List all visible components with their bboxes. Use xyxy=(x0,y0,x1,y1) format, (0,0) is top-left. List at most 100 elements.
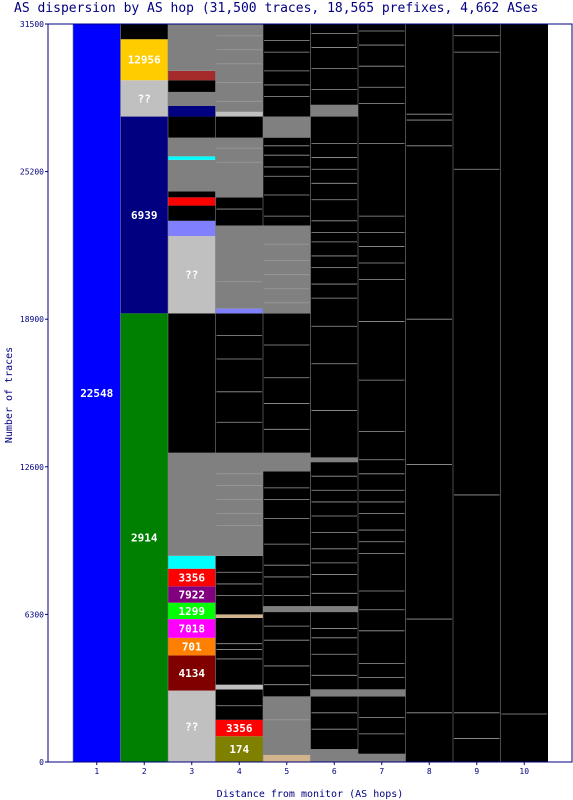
bar-segment-hop6-7 xyxy=(310,116,358,458)
bar-segment-hop5-0 xyxy=(263,754,311,762)
bar-segment-hop3-8 xyxy=(168,452,216,556)
bar-segment-hop5-1 xyxy=(263,696,311,755)
y-tick-label: 31500 xyxy=(20,20,44,29)
bar-segment-hop7-2 xyxy=(358,689,406,697)
plot-frame xyxy=(47,23,573,763)
bar-segment-hop3-1 xyxy=(168,655,216,691)
segment-label-hop4-1: 3356 xyxy=(226,722,253,735)
segment-label-hop3-4: 1299 xyxy=(179,605,206,618)
bar-segment-hop3-0 xyxy=(168,690,216,762)
bar-segment-hop2-4 xyxy=(120,24,168,40)
bar-segment-hop6-9 xyxy=(310,24,358,105)
bar-segment-hop3-10 xyxy=(168,236,216,314)
bar-segment-hop4-14 xyxy=(215,111,263,117)
bar-segment-hop5-2 xyxy=(263,612,311,697)
bar-segment-hop3-14 xyxy=(168,191,216,198)
bar-segment-hop5-3 xyxy=(263,606,311,613)
x-tick-label: 9 xyxy=(474,767,479,776)
segment-label-hop3-5: 7922 xyxy=(179,588,206,601)
x-tick-label: 5 xyxy=(284,767,289,776)
y-tick-label: 25200 xyxy=(20,168,44,177)
chart-title: AS dispersion by AS hop (31,500 traces, … xyxy=(14,1,538,16)
bar-segment-hop10-0 xyxy=(500,24,548,762)
bar-segment-hop3-20 xyxy=(168,91,216,106)
x-tick-label: 10 xyxy=(519,767,529,776)
segment-label-hop3-6: 3356 xyxy=(179,572,206,585)
bar-segment-hop3-17 xyxy=(168,137,216,157)
bar-segment-hop2-1 xyxy=(120,116,168,314)
bar-segment-hop4-10 xyxy=(215,225,263,309)
segment-label-hop1-0: 22548 xyxy=(80,387,113,400)
bar-segment-hop3-3 xyxy=(168,619,216,638)
x-axis-label: Distance from monitor (AS hops) xyxy=(217,789,404,800)
bar-segment-hop3-16 xyxy=(168,156,216,160)
bar-segment-hop6-5 xyxy=(310,462,358,607)
plot-area: 22548 2914 6939?? 12956?? 4134 701 7018 1299 792… xyxy=(72,24,548,762)
x-tick-label: 1 xyxy=(94,767,99,776)
bar-segment-hop5-8 xyxy=(263,137,311,226)
y-axis-label: Number of traces xyxy=(4,347,15,443)
bar-segment-hop4-12 xyxy=(215,137,263,198)
bar-segment-hop3-23 xyxy=(168,24,216,71)
bar-segment-hop6-3 xyxy=(310,612,358,690)
segment-label-hop2-1: 6939 xyxy=(131,209,158,222)
x-tick-label: 4 xyxy=(237,767,242,776)
bar-segment-hop4-11 xyxy=(215,197,263,226)
bar-segment-hop4-5 xyxy=(215,614,263,618)
bar-segment-hop4-15 xyxy=(215,24,263,112)
bar-segment-hop3-2 xyxy=(168,637,216,656)
x-tick-label: 3 xyxy=(189,767,194,776)
bar-segment-hop3-9 xyxy=(168,313,216,453)
x-tick-label: 2 xyxy=(142,767,147,776)
bar-segment-hop4-1 xyxy=(215,719,263,737)
bar-segment-hop3-12 xyxy=(168,205,216,221)
bar-segment-hop7-3 xyxy=(358,24,406,690)
bar-segment-hop3-13 xyxy=(168,197,216,206)
bar-segment-hop1-0 xyxy=(73,24,121,762)
x-tick-label: 7 xyxy=(379,767,384,776)
bar-segment-hop7-0 xyxy=(358,753,406,762)
bar-segment-hop3-18 xyxy=(168,116,216,138)
bar-segment-hop4-2 xyxy=(215,689,263,720)
bar-segment-hop5-10 xyxy=(263,24,311,117)
segment-label-hop3-0: ?? xyxy=(185,720,198,733)
x-tick-label: 8 xyxy=(427,767,432,776)
segment-label-hop3-2: 701 xyxy=(182,641,202,654)
bar-segment-hop3-7 xyxy=(168,555,216,569)
bar-segment-hop4-3 xyxy=(215,684,263,690)
bar-segment-hop2-0 xyxy=(120,313,168,762)
bar-segment-hop5-5 xyxy=(263,452,311,472)
bar-segment-hop4-13 xyxy=(215,116,263,138)
segment-label-hop2-2: ?? xyxy=(138,92,151,105)
axis-ticks: 0 6300 12600 18900 25200 31500 1 2 3 4 5 6 7 8 9 10 xyxy=(20,20,529,776)
segment-label-hop2-0: 2914 xyxy=(131,532,158,545)
bar-segment-hop4-0 xyxy=(215,736,263,762)
segment-label-hop3-3: 7018 xyxy=(179,622,206,635)
bar-segment-hop5-9 xyxy=(263,116,311,138)
bar-segment-hop6-1 xyxy=(310,696,358,750)
bar-segment-hop9-0 xyxy=(453,24,501,762)
bar-segment-hop6-0 xyxy=(310,749,358,762)
bar-segment-hop3-5 xyxy=(168,586,216,603)
y-tick-label: 18900 xyxy=(20,315,44,324)
bar-segment-hop4-8 xyxy=(215,313,263,453)
segment-label-hop4-0: 174 xyxy=(229,743,249,756)
segment-label-hop2-3: 12956 xyxy=(128,54,161,67)
bar-segment-hop8-0 xyxy=(405,24,453,762)
bar-segment-hop4-9 xyxy=(215,308,263,314)
bar-segment-hop6-8 xyxy=(310,104,358,117)
bar-segment-hop3-4 xyxy=(168,602,216,620)
bar-segment-hop5-6 xyxy=(263,313,311,453)
bar-segment-hop4-4 xyxy=(215,617,263,685)
bar-segment-hop5-7 xyxy=(263,225,311,314)
bar-segment-hop4-7 xyxy=(215,452,263,556)
bar-segment-hop3-11 xyxy=(168,220,216,237)
bar-segment-hop5-4 xyxy=(263,471,311,607)
bar-segment-hop2-2 xyxy=(120,80,168,117)
bar-segment-hop6-4 xyxy=(310,606,358,613)
bar-segment-hop3-21 xyxy=(168,80,216,92)
bar-segment-hop6-2 xyxy=(310,689,358,697)
bar-segment-hop7-1 xyxy=(358,696,406,754)
bar-segment-hop2-3 xyxy=(120,39,168,81)
